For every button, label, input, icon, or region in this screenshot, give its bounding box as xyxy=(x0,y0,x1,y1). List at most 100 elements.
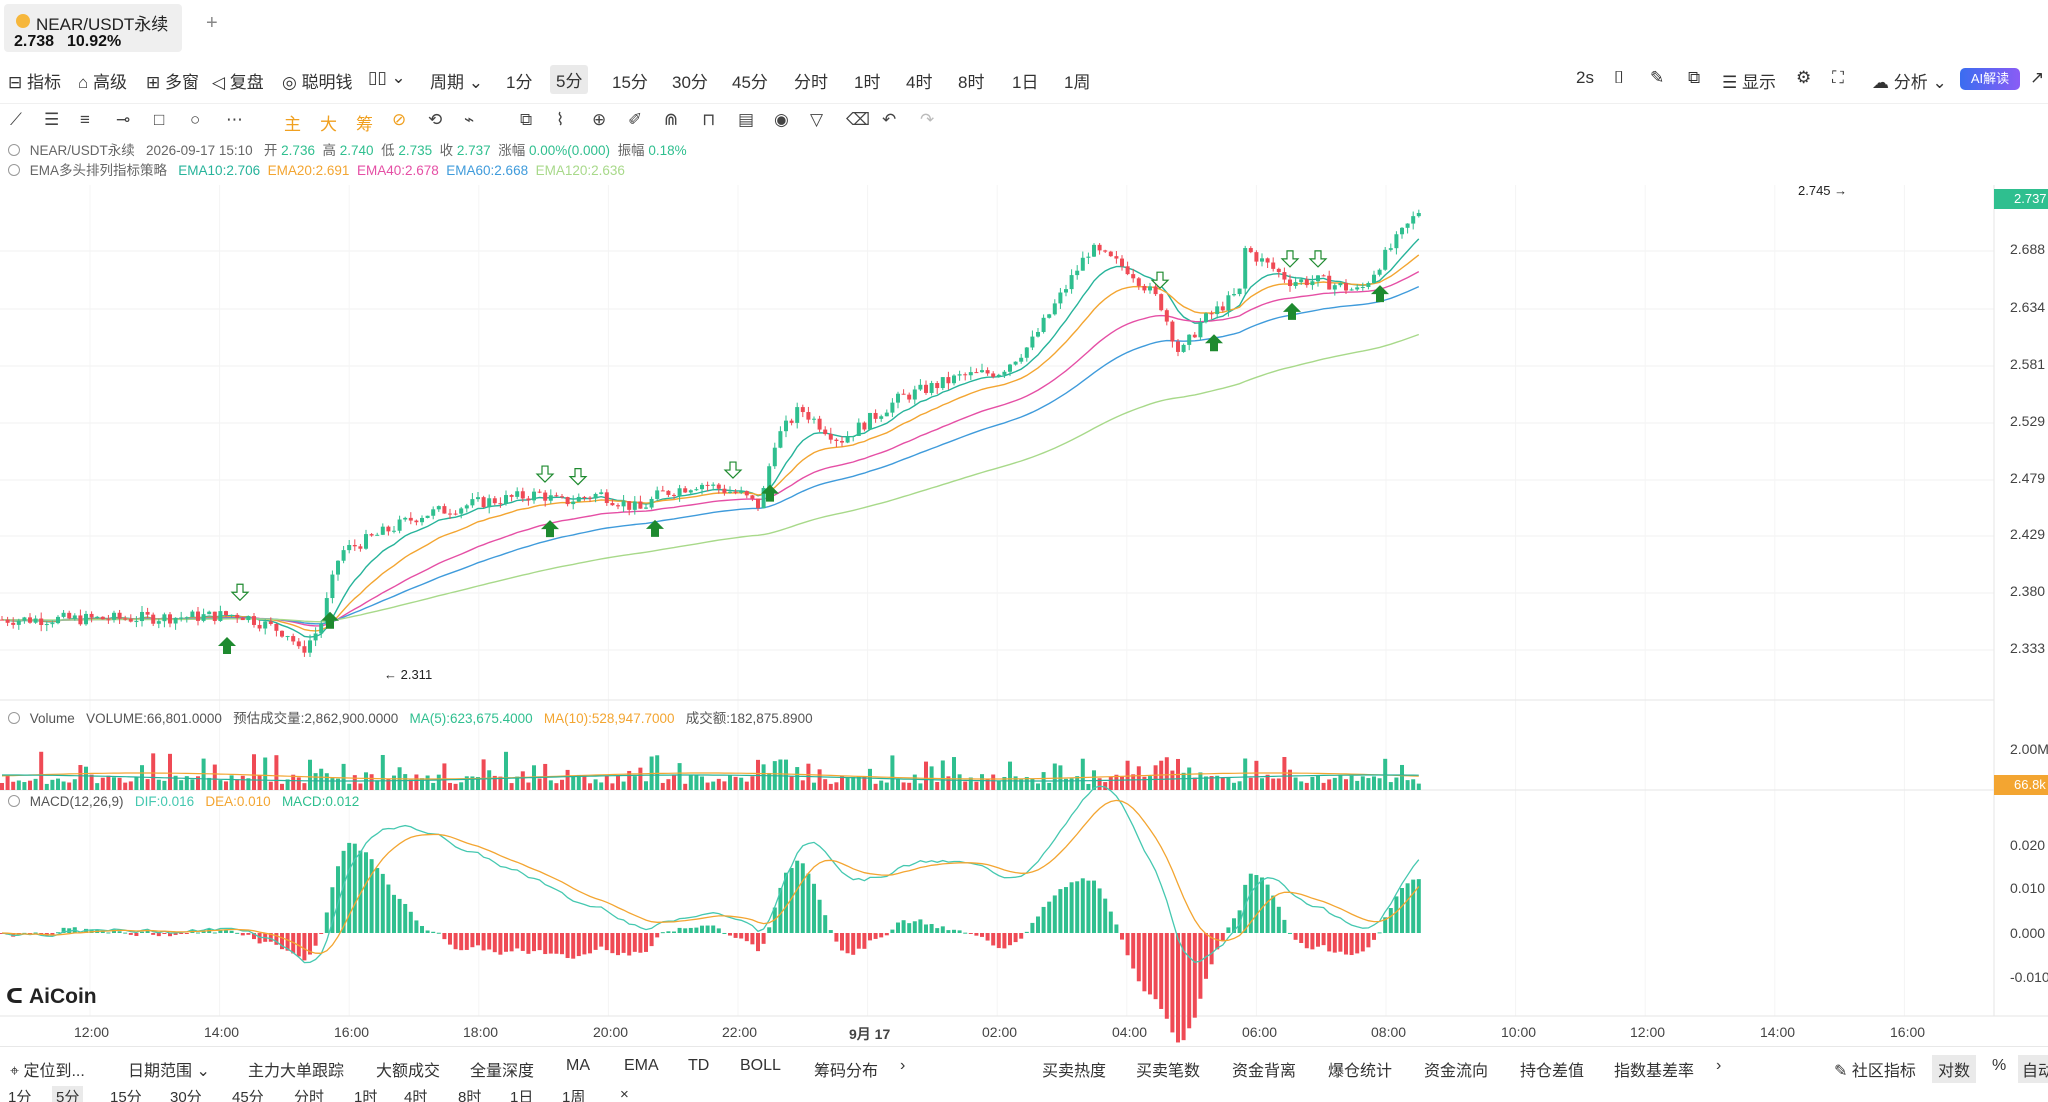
volume-bar xyxy=(1321,782,1326,790)
rect-tool-icon[interactable]: □ xyxy=(154,110,165,129)
zoom-icon[interactable]: ⊕ xyxy=(592,110,607,129)
collapse-icon[interactable] xyxy=(8,795,20,807)
replay-button[interactable]: ◁ 复盘 xyxy=(212,73,264,92)
chart-type-button[interactable]: ▯▯ ⌄ xyxy=(368,68,406,88)
tool-buy-sell-heat[interactable]: 买卖热度 xyxy=(1042,1063,1107,1080)
chevron-right-icon[interactable]: › xyxy=(1716,1057,1722,1074)
lock-icon[interactable]: ⊓ xyxy=(702,110,716,129)
bottom-interval[interactable]: 4时 xyxy=(404,1089,428,1102)
copy-icon[interactable]: ⧉ xyxy=(520,110,533,129)
pen-icon[interactable]: ✎ xyxy=(1650,68,1665,87)
settings-icon[interactable]: ⚙ xyxy=(1796,68,1812,87)
tool-td[interactable]: TD xyxy=(688,1057,710,1074)
time-tick: 16:00 xyxy=(1890,1024,1926,1040)
display-button[interactable]: ☰ 显示 xyxy=(1722,73,1776,92)
interval-1h[interactable]: 1时 xyxy=(854,73,881,92)
redo-icon[interactable]: ↷ xyxy=(920,110,935,129)
chart-canvas[interactable] xyxy=(0,0,2048,1046)
chips-chip[interactable]: 筹 xyxy=(356,115,373,134)
tool-ma[interactable]: MA xyxy=(566,1057,590,1074)
percent-toggle[interactable]: % xyxy=(1992,1057,2007,1074)
interval-8h[interactable]: 8时 xyxy=(958,73,985,92)
parallel-tool-icon[interactable]: ≡ xyxy=(80,110,90,129)
magnet-icon[interactable]: ⋒ xyxy=(664,110,679,129)
multi-window-button[interactable]: ⊞ 多窗 xyxy=(146,73,199,92)
tool-boll[interactable]: BOLL xyxy=(740,1057,781,1074)
trend-icon[interactable]: ↗ xyxy=(2030,68,2045,87)
symbol-tab[interactable]: NEAR/USDT永续 2.738 10.92% xyxy=(4,4,182,52)
auto-toggle[interactable]: 自动 xyxy=(2018,1055,2048,1083)
analysis-dropdown[interactable]: ☁ 分析 ⌄ xyxy=(1872,73,1947,92)
volume-bar xyxy=(856,776,861,790)
more-tools-icon[interactable]: ⋯ xyxy=(226,110,243,129)
tool-ema[interactable]: EMA xyxy=(624,1057,659,1074)
undo-icon[interactable]: ↶ xyxy=(882,110,897,129)
interval-1w[interactable]: 1周 xyxy=(1064,73,1091,92)
pattern-icon[interactable]: ⊘ xyxy=(392,110,407,129)
export-icon[interactable]: ⧉ xyxy=(1688,68,1701,87)
ellipse-tool-icon[interactable]: ○ xyxy=(190,110,201,129)
advanced-button[interactable]: ⌂ 高级 xyxy=(78,73,127,92)
sync-icon[interactable]: ⟲ xyxy=(428,110,443,129)
filter-icon[interactable]: ▽ xyxy=(810,110,824,129)
big-chip[interactable]: 大 xyxy=(320,115,337,134)
log-scale-toggle[interactable]: 对数 xyxy=(1932,1055,1977,1083)
bottom-interval[interactable]: 45分 xyxy=(232,1089,264,1102)
locate-button[interactable]: ⌖ 定位到... xyxy=(10,1063,85,1080)
camera-icon[interactable]: ⌷ xyxy=(1614,68,1625,87)
tool-main-big-order[interactable]: 主力大单跟踪 xyxy=(248,1063,345,1080)
hline-tool-icon[interactable]: ⊸ xyxy=(116,110,131,129)
add-tab-button[interactable]: + xyxy=(206,12,218,34)
smart-money-button[interactable]: ◎ 聪明钱 xyxy=(282,73,353,92)
ai-interpret-button[interactable]: AI解读 xyxy=(1960,68,2020,90)
close-icon[interactable]: × xyxy=(620,1086,629,1102)
interval-timeshare[interactable]: 分时 xyxy=(794,73,828,92)
marker-icon[interactable]: ✐ xyxy=(628,110,643,129)
tool-liquidation-stats[interactable]: 爆仓统计 xyxy=(1328,1063,1393,1080)
bottom-interval[interactable]: 1时 xyxy=(354,1089,378,1102)
candle-body xyxy=(196,611,200,621)
tool-chip-distribution[interactable]: 筹码分布 xyxy=(814,1063,879,1080)
bottom-interval[interactable]: 1日 xyxy=(510,1089,534,1102)
interval-45m[interactable]: 45分 xyxy=(732,73,768,92)
ruler-icon[interactable]: ⌇ xyxy=(556,110,565,129)
interval-1d[interactable]: 1日 xyxy=(1012,73,1039,92)
interval-5m[interactable]: 5分 xyxy=(550,65,589,94)
fullscreen-icon[interactable]: ⛶ xyxy=(1832,68,1844,87)
brush-icon[interactable]: ⌁ xyxy=(464,110,475,129)
interval-1m[interactable]: 1分 xyxy=(506,73,533,92)
community-indicators[interactable]: ✎ 社区指标 xyxy=(1834,1063,1916,1080)
interval-4h[interactable]: 4时 xyxy=(906,73,933,92)
interval-30m[interactable]: 30分 xyxy=(672,73,708,92)
tool-fund-flow[interactable]: 资金流向 xyxy=(1424,1063,1489,1080)
tool-buy-sell-count[interactable]: 买卖笔数 xyxy=(1136,1063,1201,1080)
bottom-interval[interactable]: 15分 xyxy=(110,1089,142,1102)
bottom-interval[interactable]: 5分 xyxy=(52,1086,84,1102)
chevron-down-icon: ⌄ xyxy=(192,1063,210,1080)
tool-fund-divergence[interactable]: 资金背离 xyxy=(1232,1063,1297,1080)
bottom-interval[interactable]: 8时 xyxy=(458,1089,482,1102)
collapse-icon[interactable] xyxy=(8,144,20,156)
tool-index-basis[interactable]: 指数基差率 xyxy=(1614,1063,1695,1080)
hlines-tool-icon[interactable]: ☰ xyxy=(44,110,60,129)
tool-full-depth[interactable]: 全量深度 xyxy=(470,1063,535,1080)
interval-15m[interactable]: 15分 xyxy=(612,73,648,92)
chevron-right-icon[interactable]: › xyxy=(900,1057,906,1074)
period-dropdown[interactable]: 周期 ⌄ xyxy=(430,73,483,92)
bottom-interval[interactable]: 30分 xyxy=(170,1089,202,1102)
collapse-icon[interactable] xyxy=(8,712,20,724)
tool-position-diff[interactable]: 持仓差值 xyxy=(1520,1063,1585,1080)
trash-icon[interactable]: ⌫ xyxy=(846,110,871,129)
collapse-icon[interactable] xyxy=(8,164,20,176)
bottom-interval[interactable]: 分时 xyxy=(294,1089,325,1102)
bottom-interval[interactable]: 1分 xyxy=(8,1089,32,1102)
refresh-rate[interactable]: 2s xyxy=(1576,68,1594,87)
tool-large-trades[interactable]: 大额成交 xyxy=(376,1063,441,1080)
eye-icon[interactable]: ◉ xyxy=(774,110,789,129)
main-chip[interactable]: 主 xyxy=(284,115,301,134)
layers-icon[interactable]: ▤ xyxy=(738,110,755,129)
bottom-interval[interactable]: 1周 xyxy=(562,1089,586,1102)
indicators-button[interactable]: ⊟ 指标 xyxy=(8,73,61,92)
date-range-dropdown[interactable]: 日期范围 ⌄ xyxy=(128,1063,210,1080)
line-tool-icon[interactable]: ⟋ xyxy=(10,110,22,129)
